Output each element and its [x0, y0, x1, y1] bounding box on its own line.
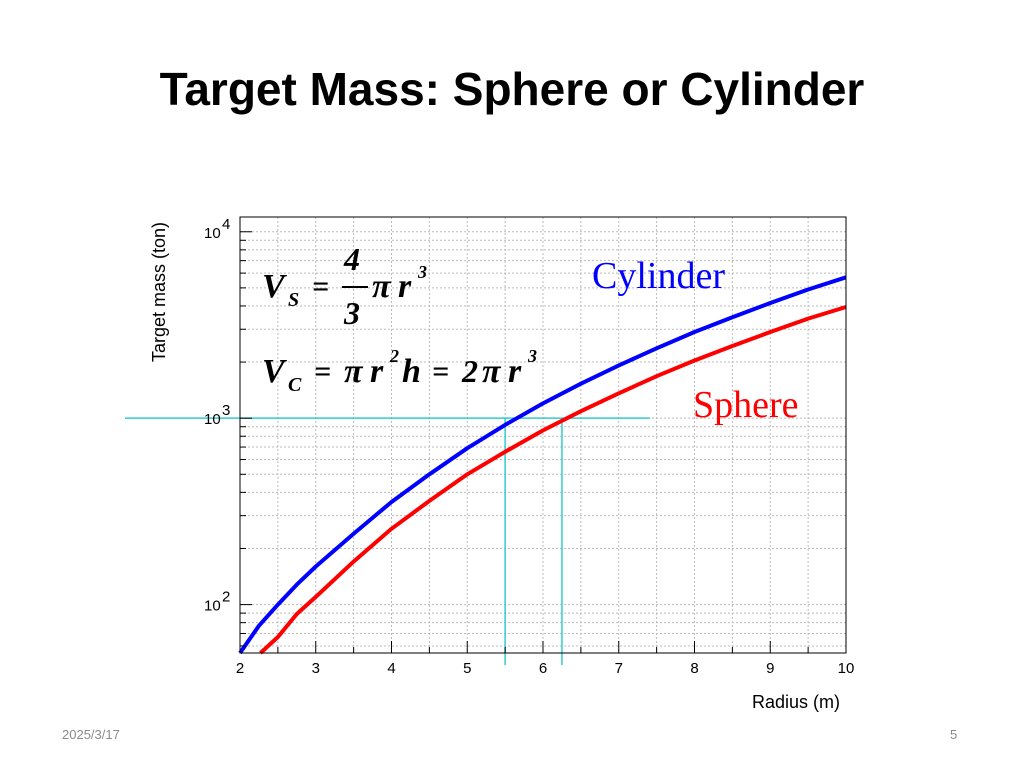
svg-text:h: h	[402, 353, 421, 390]
series-line-cylinder	[238, 275, 847, 655]
svg-text:3: 3	[417, 262, 427, 282]
svg-text:=: =	[432, 355, 449, 388]
footer-date: 2025/3/17	[62, 727, 120, 742]
svg-text:π: π	[482, 353, 502, 390]
x-tick-label: 6	[539, 660, 547, 677]
svg-text:3: 3	[527, 346, 537, 366]
svg-text:S: S	[288, 289, 299, 311]
footer-page-number: 5	[950, 727, 958, 742]
cylinder-series-label: Cylinder	[592, 255, 725, 297]
y-tick-label: 10	[204, 225, 221, 242]
y-tick-label-exponent: 4	[222, 216, 230, 233]
reference-lines	[125, 417, 650, 665]
x-tick-label: 2	[236, 660, 244, 677]
svg-text:V: V	[262, 268, 287, 305]
y-tick-label-exponent: 3	[222, 402, 230, 419]
y-tick-label-exponent: 2	[222, 589, 230, 606]
series-line-sphere	[259, 305, 847, 655]
x-tick-label: 10	[838, 660, 855, 677]
svg-text:C: C	[288, 374, 302, 396]
y-tick-label: 10	[204, 598, 221, 615]
svg-text:3: 3	[343, 295, 360, 331]
slide-title: Target Mass: Sphere or Cylinder	[159, 63, 865, 115]
x-tick-label: 9	[766, 660, 774, 677]
x-tick-label: 5	[463, 660, 471, 677]
series-group	[238, 275, 847, 655]
y-axis-title: Target mass (ton)	[149, 222, 169, 362]
svg-text:4: 4	[343, 241, 360, 277]
sphere-series-label: Sphere	[693, 384, 799, 426]
formula-sphere: V S = 4 3 π r 3	[262, 241, 427, 331]
svg-text:r: r	[398, 268, 412, 305]
svg-text:=: =	[314, 355, 331, 388]
x-tick-label: 7	[615, 660, 623, 677]
x-axis-title: Radius (m)	[752, 692, 840, 712]
svg-text:r: r	[370, 353, 384, 390]
x-tick-label: 4	[387, 660, 395, 677]
x-tick-label: 8	[690, 660, 698, 677]
svg-text:π: π	[344, 353, 364, 390]
formula-cylinder: V C = π r 2 h = 2 π r 3	[262, 346, 537, 396]
svg-text:π: π	[372, 268, 392, 305]
svg-text:=: =	[312, 270, 329, 303]
svg-text:2: 2	[461, 353, 478, 389]
svg-text:2: 2	[389, 346, 399, 366]
ticks	[239, 231, 847, 653]
svg-text:V: V	[262, 353, 287, 390]
x-tick-label: 3	[312, 660, 320, 677]
svg-text:r: r	[508, 353, 522, 390]
y-tick-label: 10	[204, 411, 221, 428]
